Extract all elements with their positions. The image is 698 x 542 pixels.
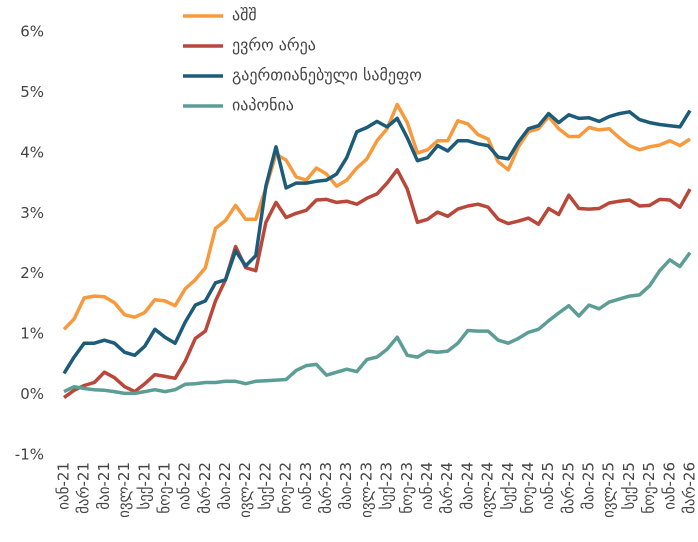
- y-tick-label: -1%: [15, 446, 44, 464]
- legend-label: იაპონია: [232, 96, 294, 115]
- x-tick-label: იან-24: [418, 462, 436, 510]
- y-tick-label: 0%: [20, 385, 44, 403]
- x-tick-label: მაი-24: [458, 462, 476, 510]
- y-tick-label: 2%: [20, 264, 44, 282]
- x-tick-label: ნოე-23: [398, 462, 416, 514]
- x-tick-label: სექ-22: [256, 462, 274, 510]
- x-tick-label: სექ-23: [378, 462, 396, 510]
- x-tick-label: სექ-24: [499, 462, 517, 510]
- x-tick-label: იან-22: [176, 462, 194, 510]
- x-tick-label: ივლ-24: [479, 462, 497, 518]
- series-line: [62, 168, 692, 400]
- legend-label: გაერთიანებული სამეფო: [232, 66, 422, 85]
- y-tick-label: 5%: [20, 83, 44, 101]
- x-tick-label: სექ-21: [135, 462, 153, 510]
- x-tick-label: მარ-24: [438, 462, 456, 514]
- x-tick-label: იან-21: [55, 462, 73, 510]
- x-tick-label: ივლ-21: [115, 462, 133, 518]
- legend-label: აშშ: [232, 6, 257, 25]
- x-tick-label: ნოე-24: [519, 462, 537, 514]
- x-tick-label: ივლ-23: [357, 462, 375, 518]
- y-tick-label: 3%: [20, 204, 44, 222]
- x-tick-label: ნოე-22: [277, 462, 295, 514]
- x-tick-label: მაი-22: [216, 462, 234, 510]
- series-line: [63, 251, 692, 396]
- legend-label: ევრო არეა: [232, 36, 316, 55]
- series-line: [62, 102, 691, 331]
- x-tick-label: მაი-25: [580, 462, 598, 510]
- x-tick-label: მაი-23: [337, 462, 355, 510]
- x-tick-label: იან-25: [539, 462, 557, 510]
- series-line: [62, 109, 692, 375]
- y-tick-label: 4%: [20, 143, 44, 161]
- x-tick-label: მარ-23: [317, 462, 335, 514]
- x-tick-label: იან-23: [297, 462, 315, 510]
- x-tick-label: მარ-25: [559, 462, 577, 514]
- x-tick-label: მაი-21: [95, 462, 113, 510]
- x-tick-label: ნოე-21: [155, 462, 173, 514]
- x-tick-label: ივლ-25: [600, 462, 618, 518]
- x-tick-label: იან-26: [660, 462, 678, 510]
- x-tick-label: მარ-22: [196, 462, 214, 514]
- y-tick-label: 6%: [20, 23, 44, 41]
- x-tick-label: სექ-25: [620, 462, 638, 510]
- x-tick-label: ივლ-22: [236, 462, 254, 518]
- y-tick-label: 1%: [20, 325, 44, 343]
- x-tick-label: ნოე-25: [640, 462, 658, 514]
- x-tick-label: მარ-21: [75, 462, 93, 514]
- x-tick-label: მარ-26: [681, 462, 698, 514]
